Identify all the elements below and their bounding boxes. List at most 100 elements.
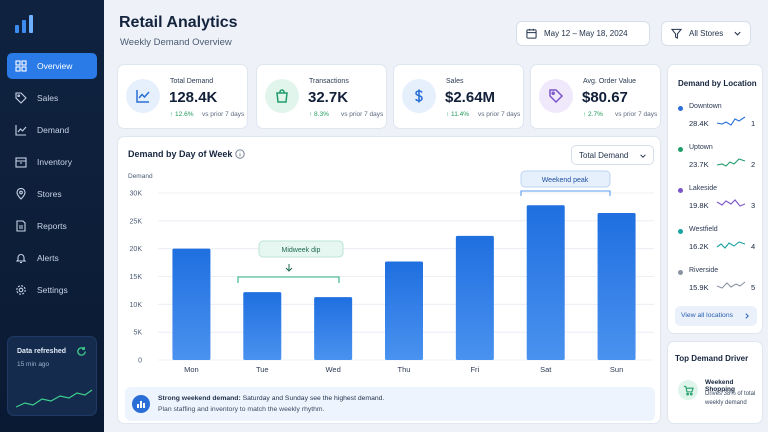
trend-icon [15, 125, 27, 136]
location-row-riverside[interactable]: Riverside 15.9K 5 [678, 267, 760, 303]
y-axis-label: Demand [128, 173, 153, 180]
location-color-dot [678, 188, 683, 193]
kpi-change: ↑ 11.4% [446, 111, 470, 118]
kpi-card-sales: Sales $2.64M ↑ 11.4% vs prior 7 days [393, 64, 524, 129]
sidebar-item-sales[interactable]: Sales [7, 85, 97, 111]
x-tick-label: Tue [256, 365, 269, 374]
kpi-change: ↑ 8.3% [309, 111, 329, 118]
x-tick-label: Sun [610, 365, 623, 374]
bar-tue[interactable] [243, 292, 282, 360]
kpi-label: Avg. Order Value [583, 78, 637, 85]
location-name: Westfield [689, 226, 718, 233]
bar-wed[interactable] [314, 297, 353, 360]
location-color-dot [678, 147, 683, 152]
insight-line-1: Strong weekend demand: Saturday and Sund… [158, 395, 384, 402]
bar-thu[interactable] [385, 261, 423, 360]
location-color-dot [678, 106, 683, 111]
location-sparkline [716, 241, 746, 249]
chart-title: Demand by Day of Week [128, 149, 233, 159]
box-icon [15, 157, 27, 168]
location-row-uptown[interactable]: Uptown 23.7K 2 [678, 144, 760, 180]
bar-fri[interactable] [455, 235, 494, 360]
x-tick-label: Thu [398, 365, 411, 374]
sidebar-item-demand[interactable]: Demand [7, 117, 97, 143]
kpi-comparison: vs prior 7 days [341, 111, 384, 118]
date-range-label: May 12 – May 18, 2024 [544, 29, 628, 38]
gear-icon [16, 285, 26, 295]
sidebar-item-overview[interactable]: Overview [7, 53, 97, 79]
metric-dropdown[interactable]: Total Demand [571, 145, 654, 165]
location-color-dot [678, 229, 683, 234]
filter-icon [671, 28, 682, 39]
chevron-down-icon [640, 154, 646, 158]
sidebar-item-label: Overview [37, 61, 73, 71]
y-tick-label: 0 [138, 358, 142, 365]
driver-name: Weekend Shopping [705, 379, 735, 393]
page-title: Retail Analytics [119, 14, 238, 31]
info-icon[interactable] [235, 149, 245, 159]
insight-line-2: Plan staffing and inventory to match the… [158, 406, 325, 413]
sidebar-item-alerts[interactable]: Alerts [7, 245, 97, 271]
refresh-icon[interactable] [76, 346, 87, 357]
pin-icon [16, 188, 26, 200]
bar-mon[interactable] [172, 248, 211, 360]
kpi-card-total-demand: Total Demand 128.4K ↑ 12.6% vs prior 7 d… [117, 64, 248, 129]
location-row-lakeside[interactable]: Lakeside 19.8K 3 [678, 185, 760, 221]
kpi-change: ↑ 2.7% [583, 111, 603, 118]
location-color-dot [678, 270, 683, 275]
kpi-comparison: vs prior 7 days [478, 111, 521, 118]
sidebar: Overview Sales Demand Inventory Stores R… [0, 0, 104, 432]
y-tick-label: 25K [130, 218, 143, 225]
location-name: Lakeside [689, 185, 718, 192]
logo-icon [15, 15, 33, 33]
tag-icon [549, 89, 564, 104]
bar-sun[interactable] [597, 213, 636, 360]
sidebar-item-settings[interactable]: Settings [7, 277, 97, 303]
location-card-title: Demand by Location [678, 79, 757, 88]
kpi-label: Sales [446, 78, 464, 85]
location-sparkline [716, 158, 746, 167]
location-value: 23.7K [689, 160, 709, 169]
cart-icon [683, 385, 694, 396]
kpi-value: $2.64M [445, 89, 496, 106]
store-filter-dropdown[interactable]: All Stores [661, 21, 751, 46]
x-tick-label: Fri [470, 365, 479, 374]
chevron-down-icon [734, 31, 741, 36]
driver-description: Drives 38% of total weekly demand [705, 391, 756, 406]
location-sparkline [716, 199, 746, 207]
y-tick-label: 30K [130, 191, 143, 198]
kpi-change: ↑ 12.6% [170, 111, 194, 118]
kpi-label: Transactions [309, 78, 349, 85]
calendar-icon [526, 28, 537, 39]
kpi-comparison: vs prior 7 days [202, 111, 245, 118]
cart-icon-wrap [678, 380, 698, 400]
location-rank: 1 [751, 119, 756, 128]
sidebar-item-reports[interactable]: Reports [7, 213, 97, 239]
demand-chart-card: Demand by Day of Week Total Demand Deman… [117, 136, 661, 424]
kpi-card-transactions: Transactions 32.7K ↑ 8.3% vs prior 7 day… [256, 64, 387, 129]
annotation-label: Weekend peak [542, 177, 589, 184]
bar-chart: 0 5K 10K 15K 20K 25K 30K Mon Tue Wed Thu Fri Sat Sun… [130, 170, 654, 374]
kpi-value: 128.4K [169, 89, 218, 106]
refresh-time: 15 min ago [17, 361, 50, 368]
location-row-downtown[interactable]: Downtown 28.4K 1 [678, 103, 760, 139]
location-name: Uptown [689, 144, 713, 151]
location-rank: 4 [751, 242, 756, 251]
location-rank: 2 [751, 160, 756, 169]
kpi-icon-wrap [126, 79, 160, 113]
y-tick-label: 15K [130, 274, 143, 281]
y-tick-label: 20K [130, 246, 143, 253]
kpi-icon-wrap [265, 79, 299, 113]
grid-icon [15, 60, 27, 72]
sidebar-item-stores[interactable]: Stores [7, 181, 97, 207]
location-name: Riverside [689, 267, 719, 274]
bar-chart-icon [137, 401, 145, 408]
bell-icon [15, 254, 27, 264]
sidebar-item-inventory[interactable]: Inventory [7, 149, 97, 175]
date-range-picker[interactable]: May 12 – May 18, 2024 [516, 21, 650, 46]
location-row-westfield[interactable]: Westfield 16.2K 4 [678, 226, 760, 262]
view-all-locations-link[interactable]: View all locations [675, 306, 757, 326]
refresh-title: Data refreshed [17, 348, 67, 355]
chevron-right-icon [745, 313, 749, 319]
bar-sat[interactable] [526, 205, 565, 360]
